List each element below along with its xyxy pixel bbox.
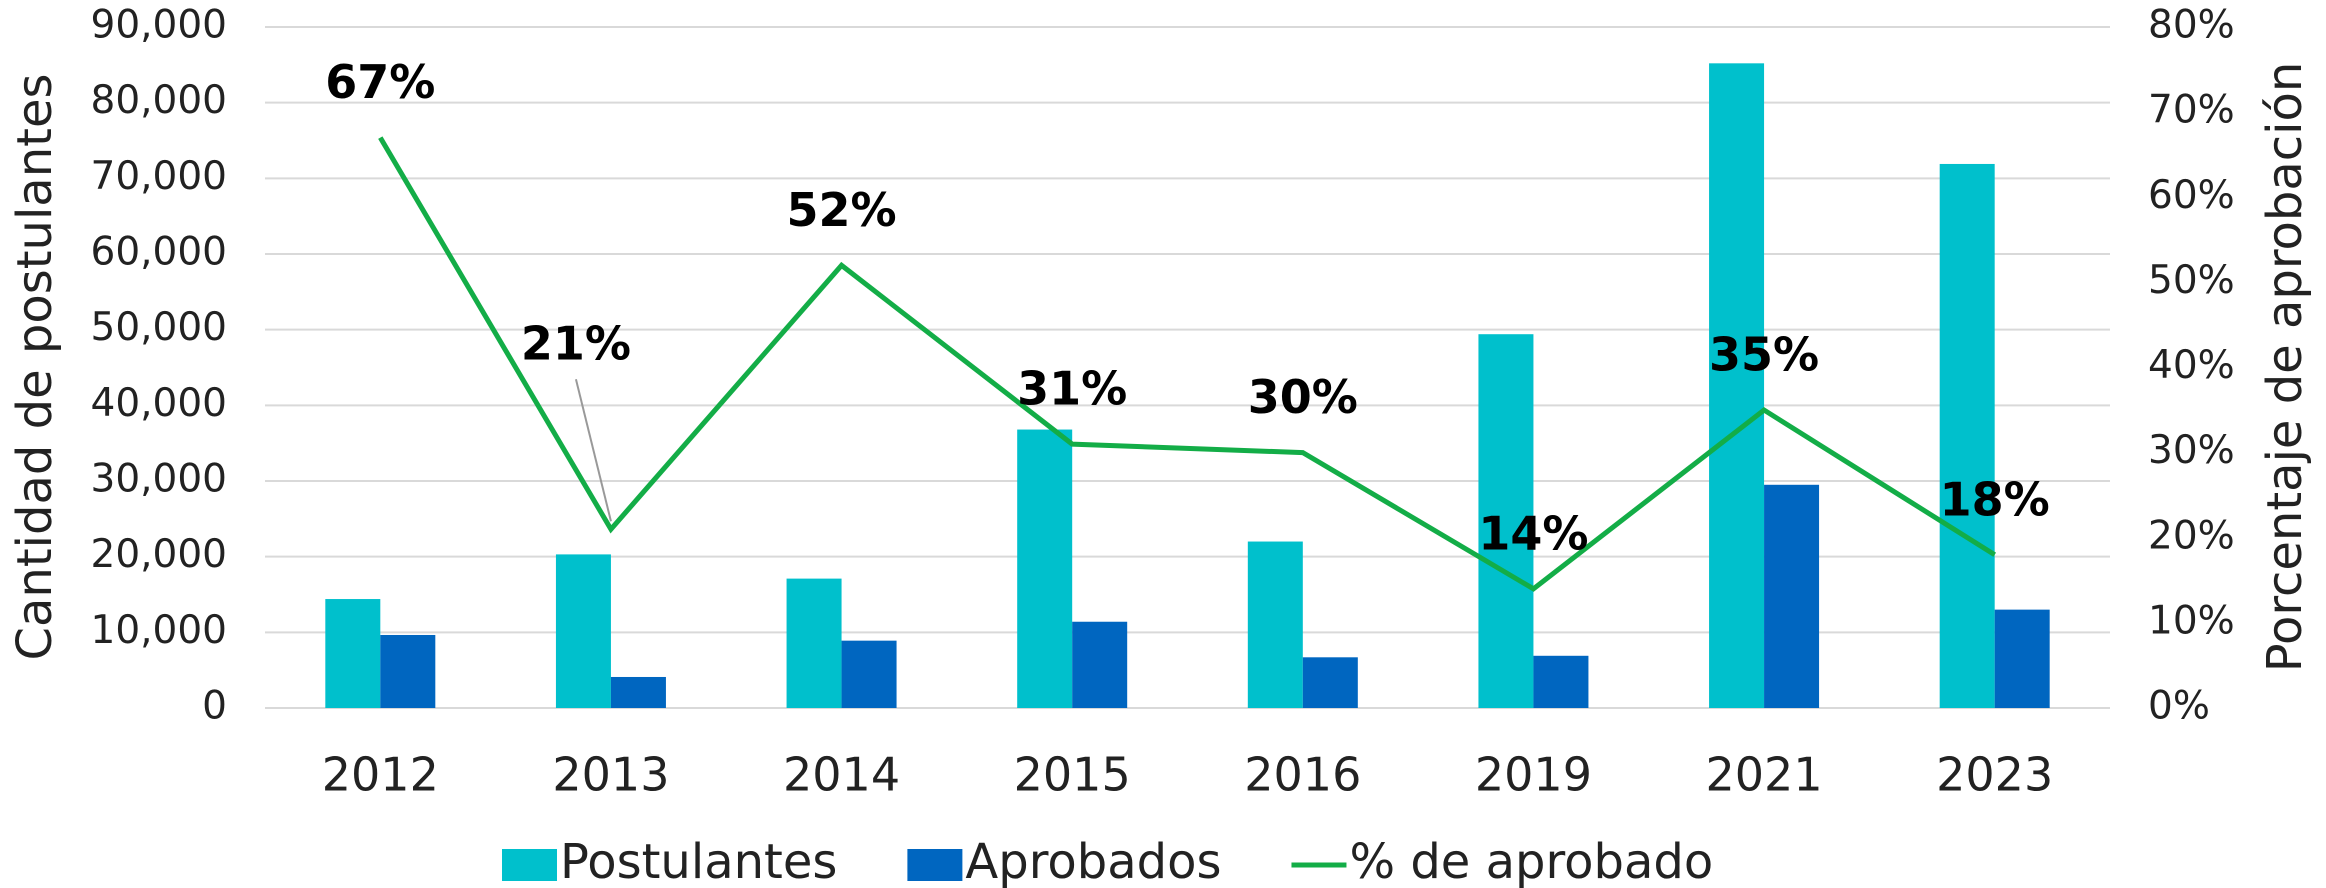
bar bbox=[555, 554, 611, 708]
bar bbox=[786, 578, 842, 708]
y-tick-label: 30,000 bbox=[91, 457, 227, 502]
y2-tick-label: 80% bbox=[2148, 3, 2235, 48]
data-label: 21% bbox=[521, 317, 631, 371]
y-tick-label: 60,000 bbox=[91, 230, 227, 275]
y-tick-label: 70,000 bbox=[91, 154, 227, 199]
y-tick-label: 0 bbox=[202, 684, 227, 729]
y-tick-label: 40,000 bbox=[91, 381, 227, 426]
data-label: 52% bbox=[787, 183, 897, 237]
bar bbox=[1247, 541, 1303, 708]
bar bbox=[1072, 621, 1128, 708]
data-label: 31% bbox=[1017, 362, 1127, 416]
y-tick-label: 80,000 bbox=[91, 78, 227, 123]
legend-label: Postulantes bbox=[560, 834, 837, 888]
bar bbox=[1302, 657, 1358, 708]
data-label: 30% bbox=[1248, 370, 1358, 424]
data-label: 18% bbox=[1940, 472, 2050, 526]
x-tick-label: 2021 bbox=[1706, 748, 1823, 802]
bar bbox=[325, 599, 381, 708]
data-label: 67% bbox=[325, 55, 435, 109]
bar bbox=[610, 676, 666, 708]
y-tick-label: 90,000 bbox=[91, 3, 227, 48]
y2-axis-title: Porcentaje de aprobación bbox=[2257, 62, 2313, 673]
y2-tick-label: 10% bbox=[2148, 598, 2235, 643]
y-tick-label: 50,000 bbox=[91, 305, 227, 350]
bar bbox=[1939, 163, 1995, 708]
bar bbox=[1017, 429, 1073, 708]
bar bbox=[380, 634, 436, 708]
data-label: 14% bbox=[1478, 506, 1588, 560]
bar bbox=[1994, 609, 2050, 708]
x-tick-label: 2012 bbox=[322, 748, 439, 802]
legend-label: Aprobados bbox=[965, 834, 1221, 888]
bar bbox=[1533, 655, 1589, 708]
x-tick-label: 2019 bbox=[1475, 748, 1592, 802]
legend-swatch bbox=[502, 849, 557, 881]
legend-swatch bbox=[907, 849, 963, 881]
data-label: 35% bbox=[1709, 328, 1819, 382]
y2-tick-label: 0% bbox=[2148, 684, 2210, 729]
y2-tick-label: 60% bbox=[2148, 173, 2235, 218]
x-tick-label: 2016 bbox=[1244, 748, 1361, 802]
y2-tick-label: 70% bbox=[2148, 88, 2235, 133]
y2-tick-label: 50% bbox=[2148, 258, 2235, 303]
bar bbox=[1764, 484, 1820, 708]
bar bbox=[1478, 334, 1534, 708]
x-tick-label: 2014 bbox=[783, 748, 900, 802]
y-axis-title: Cantidad de postulantes bbox=[7, 74, 63, 661]
bar bbox=[1709, 63, 1765, 708]
x-tick-label: 2023 bbox=[1936, 748, 2053, 802]
line bbox=[378, 136, 1997, 592]
y2-tick-label: 40% bbox=[2148, 343, 2235, 388]
x-tick-label: 2013 bbox=[552, 748, 669, 802]
leader-line bbox=[574, 378, 612, 522]
y-tick-label: 20,000 bbox=[91, 532, 227, 577]
y-tick-label: 10,000 bbox=[91, 608, 227, 653]
y2-tick-label: 30% bbox=[2148, 428, 2235, 473]
y2-tick-label: 20% bbox=[2148, 513, 2235, 558]
x-tick-label: 2015 bbox=[1014, 748, 1131, 802]
legend-label: % de aprobado bbox=[1349, 834, 1713, 888]
bar bbox=[841, 640, 897, 708]
